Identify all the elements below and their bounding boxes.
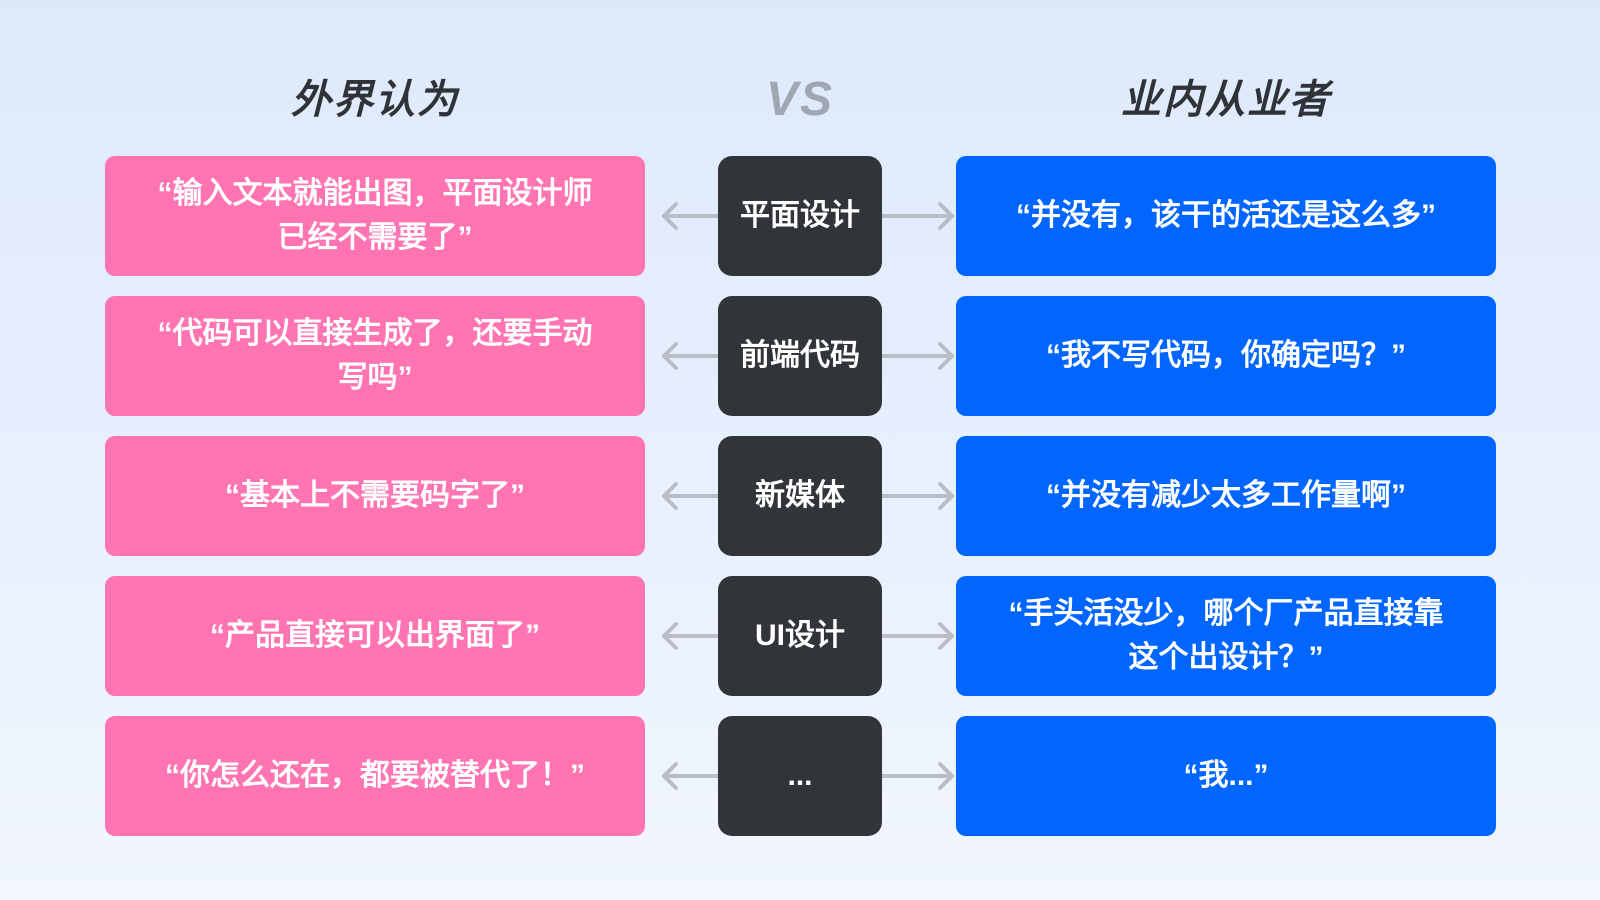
- header-outside-view: 外界认为: [291, 78, 459, 122]
- comparison-row: “你怎么还在，都要被替代了！”... “我...”: [0, 716, 1600, 836]
- outside-opinion-box: “代码可以直接生成了，还要手动写吗”: [105, 296, 645, 416]
- header-insider-view: 业内从业者: [1121, 78, 1331, 122]
- category-box: 新媒体: [718, 436, 882, 556]
- outside-opinion-box: “基本上不需要码字了”: [105, 436, 645, 556]
- insider-opinion-text: “我不写代码，你确定吗？”: [1046, 339, 1406, 372]
- insider-opinion-box: “手头活没少，哪个厂产品直接靠这个出设计？”: [956, 576, 1496, 696]
- category-box: UI设计: [718, 576, 882, 696]
- comparison-row: “产品直接可以出界面了” UI设计 “手头活没少，哪个厂产品直接靠这个出设计？”: [0, 576, 1600, 696]
- outside-opinion-text: “产品直接可以出界面了”: [210, 619, 540, 652]
- insider-opinion-text: “我...”: [1183, 759, 1269, 792]
- header-vs: VS: [765, 73, 835, 126]
- category-label: 新媒体: [755, 479, 845, 512]
- insider-opinion-box: “我不写代码，你确定吗？”: [956, 296, 1496, 416]
- category-label: UI设计: [755, 619, 845, 652]
- insider-opinion-box: “并没有，该干的活还是这么多”: [956, 156, 1496, 276]
- arrow-right-icon: [880, 621, 956, 651]
- insider-opinion-text: “并没有，该干的活还是这么多”: [1016, 199, 1436, 232]
- comparison-row: “代码可以直接生成了，还要手动写吗” 前端代码 “我不写代码，你确定吗？”: [0, 296, 1600, 416]
- outside-opinion-box: “产品直接可以出界面了”: [105, 576, 645, 696]
- outside-opinion-box: “你怎么还在，都要被替代了！”: [105, 716, 645, 836]
- outside-opinion-box: “输入文本就能出图，平面设计师已经不需要了”: [105, 156, 645, 276]
- category-box: ...: [718, 716, 882, 836]
- comparison-row: “输入文本就能出图，平面设计师已经不需要了” 平面设计 “并没有，该干的活还是这么多…: [0, 156, 1600, 276]
- insider-opinion-text: “并没有减少太多工作量啊”: [1046, 479, 1406, 512]
- arrow-right-icon: [880, 201, 956, 231]
- outside-opinion-text: “基本上不需要码字了”: [225, 479, 525, 512]
- outside-opinion-text: “输入文本就能出图，平面设计师已经不需要了”: [157, 177, 593, 254]
- category-box: 前端代码: [718, 296, 882, 416]
- category-label: 前端代码: [740, 339, 860, 372]
- category-box: 平面设计: [718, 156, 882, 276]
- arrow-right-icon: [880, 481, 956, 511]
- insider-opinion-box: “并没有减少太多工作量啊”: [956, 436, 1496, 556]
- arrow-right-icon: [880, 341, 956, 371]
- insider-opinion-text: “手头活没少，哪个厂产品直接靠这个出设计？”: [1008, 597, 1444, 674]
- outside-opinion-text: “你怎么还在，都要被替代了！”: [165, 759, 585, 792]
- arrow-right-icon: [880, 761, 956, 791]
- insider-opinion-box: “我...”: [956, 716, 1496, 836]
- category-label: 平面设计: [740, 199, 860, 232]
- comparison-row: “基本上不需要码字了” 新媒体 “并没有减少太多工作量啊”: [0, 436, 1600, 556]
- outside-opinion-text: “代码可以直接生成了，还要手动写吗”: [157, 317, 593, 394]
- category-label: ...: [787, 759, 813, 792]
